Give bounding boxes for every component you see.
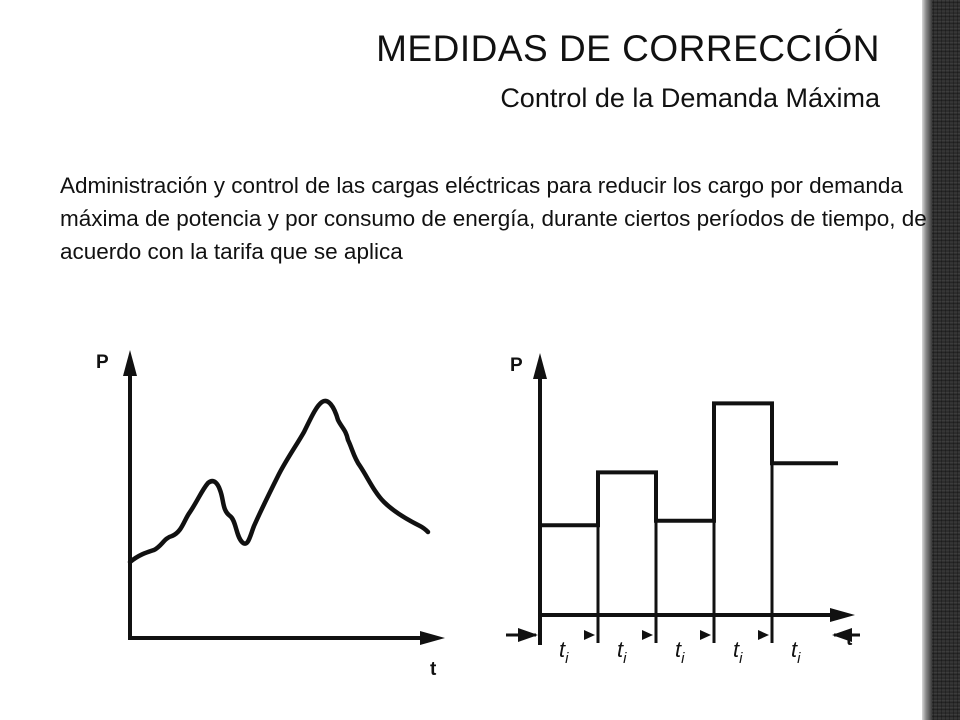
x-axis-arrow-right [830,608,855,622]
interval-label: ti [791,637,801,667]
y-axis-label: P [96,352,109,373]
y-axis-arrow-right [533,353,547,379]
interval-arrow [642,630,653,640]
step-outline [540,401,838,528]
y-axis-arrow [123,350,137,376]
load-curve-diagram: P t [90,340,460,690]
interval-label: ti [675,637,685,667]
x-axis-arrow [420,631,445,645]
interval-label: ti [733,637,743,667]
slide-body-text: Administración y control de las cargas e… [60,173,927,264]
load-curve [127,398,431,565]
slide-title: MEDIDAS DE CORRECCIÓN [376,28,880,69]
interval-arrow [758,630,769,640]
interval-label: ti [559,637,569,667]
y-axis-label-right: P [510,355,523,376]
step-bars [540,401,838,643]
x-axis-label: t [430,659,437,680]
interval-label: ti [617,637,627,667]
interval-markers: ti ti ti ti ti [506,628,860,667]
slide-subtitle: Control de la Demanda Máxima [500,83,880,113]
decorative-side-border [922,0,960,720]
load-curve-svg: P t [96,350,445,680]
interval-arrow [700,630,711,640]
interval-arrow [584,630,595,640]
